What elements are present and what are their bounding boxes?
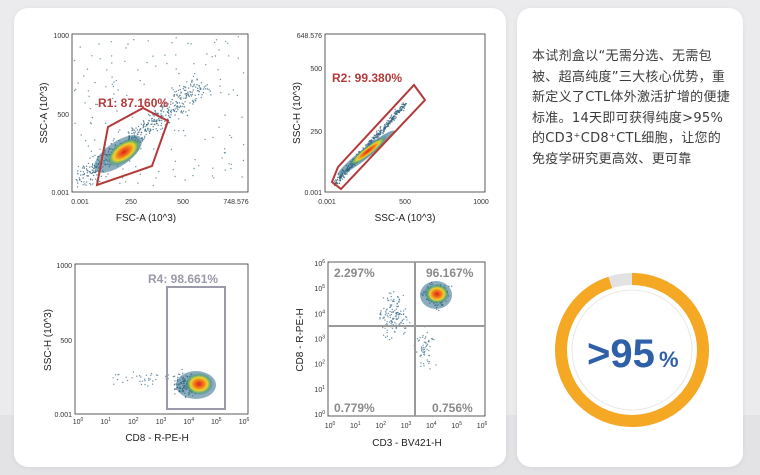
product-description: 本试剂盒以“无需分选、无需包被、超高纯度”三大核心优势，重新定义了CTL体外激活…	[532, 49, 731, 167]
flow-cytometry-panel	[14, 8, 506, 467]
